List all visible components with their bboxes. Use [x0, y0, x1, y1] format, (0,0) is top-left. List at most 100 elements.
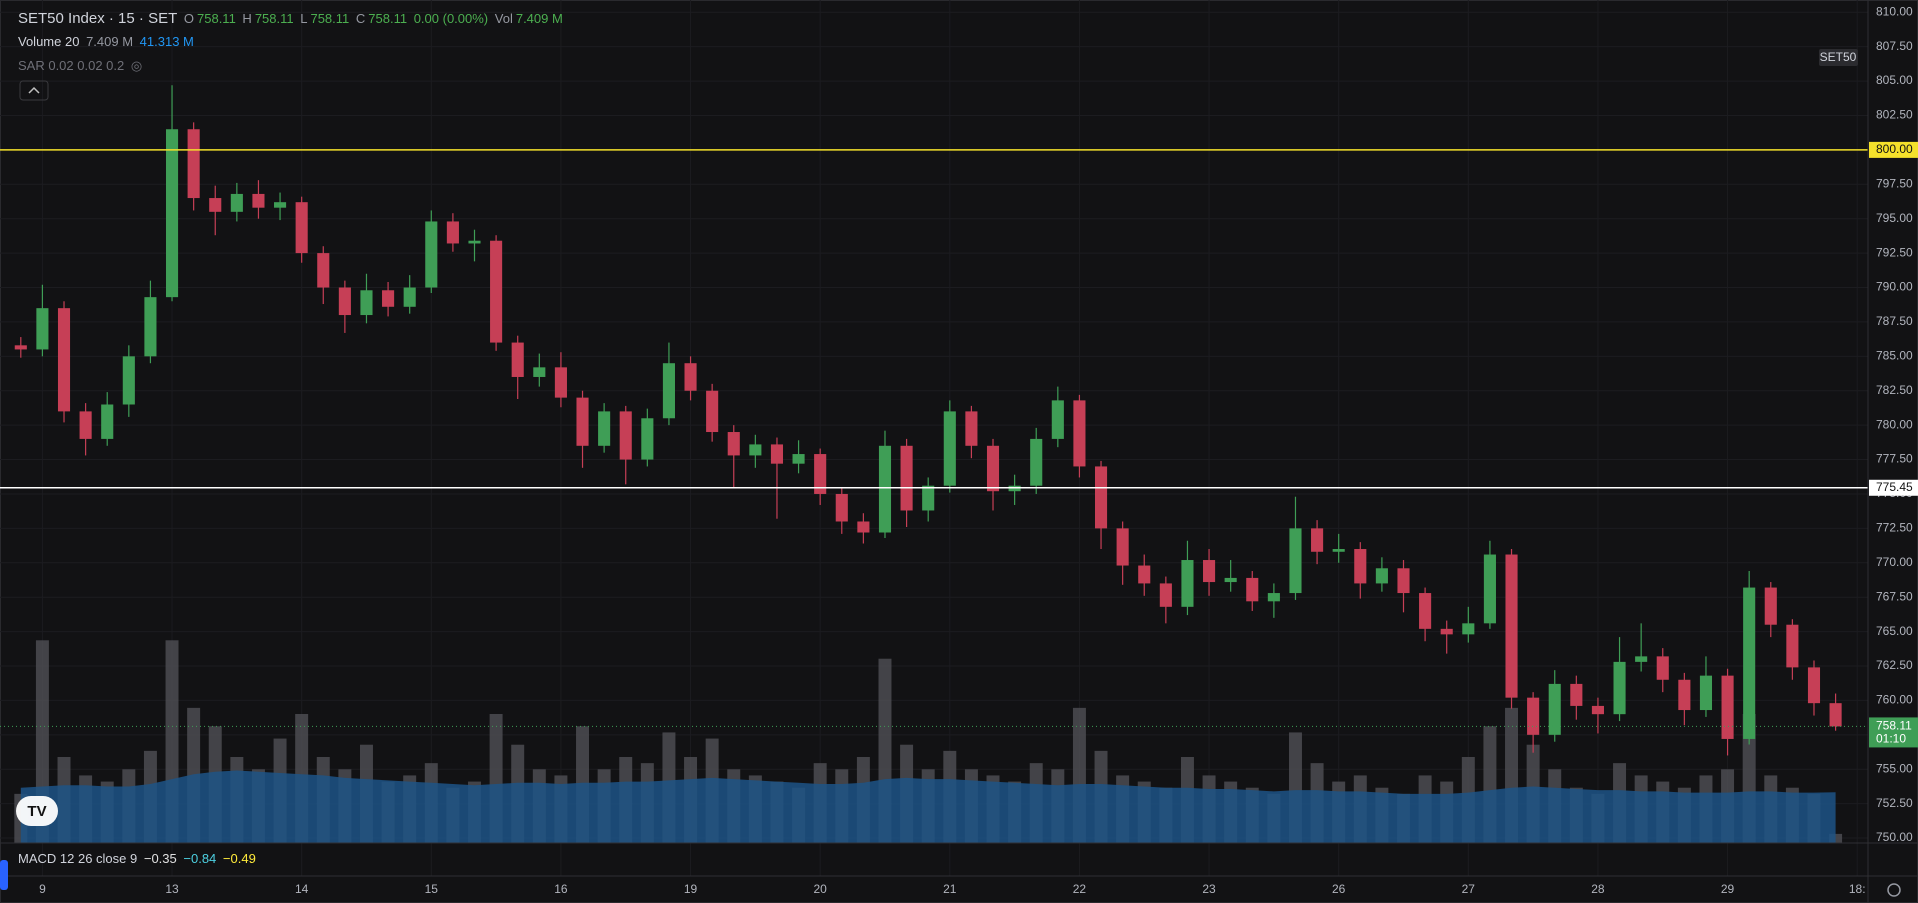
candle-body: [706, 390, 719, 433]
candle-body: [1332, 549, 1345, 552]
candle-body: [1267, 593, 1280, 602]
candle-body: [490, 240, 503, 343]
candle-body: [662, 363, 675, 419]
hidden-icon[interactable]: ◎: [130, 58, 143, 73]
candle-body: [598, 411, 611, 446]
y-tick-label: 792.50: [1876, 245, 1913, 259]
candle-body: [1743, 587, 1756, 739]
candle-body: [1030, 438, 1043, 486]
candle-body: [338, 287, 351, 316]
macd-legend: MACD 12 26 close 9 −0.35 −0.84 −0.49: [18, 851, 259, 866]
candle-body: [1203, 560, 1216, 583]
candle-body: [1181, 560, 1194, 607]
candle-body: [792, 454, 805, 464]
candle-body: [1786, 624, 1799, 668]
y-tick-label: 795.00: [1876, 211, 1913, 225]
y-tick-label: 752.50: [1876, 796, 1913, 810]
collapse-button[interactable]: [19, 80, 49, 101]
x-tick-label: 26: [1332, 882, 1346, 896]
last-price-badge-bg: [1869, 717, 1918, 748]
indicator-name: SAR 0.02 0.02 0.2: [18, 58, 125, 73]
y-tick-label: 790.00: [1876, 280, 1913, 294]
y-tick-label: 782.50: [1876, 383, 1913, 397]
y-tick-label: 750.00: [1876, 830, 1913, 844]
y-tick-label: 770.00: [1876, 555, 1913, 569]
symbol-title: SET50 Index · 15 · SET: [18, 10, 178, 27]
pane-handle[interactable]: [0, 860, 8, 890]
candle-body: [1419, 593, 1432, 629]
candle-body: [14, 345, 27, 350]
y-tick-label: 777.50: [1876, 452, 1913, 466]
x-tick-label: 28: [1591, 882, 1605, 896]
x-tick-label: 20: [813, 882, 827, 896]
chevron-icon: [28, 86, 40, 94]
macd-value: −0.35: [143, 851, 177, 866]
candle-body: [1440, 628, 1453, 635]
vol-label: Vol: [494, 11, 513, 26]
candle-body: [1570, 683, 1583, 706]
x-tick-label: 21: [943, 882, 957, 896]
candle-body: [57, 308, 71, 412]
candle-body: [101, 404, 114, 439]
price-badge: 800.00: [1876, 142, 1913, 156]
candle-body: [230, 193, 243, 212]
candle-body: [122, 356, 135, 405]
candle-body: [144, 297, 157, 357]
settings-icon[interactable]: [1887, 883, 1901, 897]
candle-body: [446, 221, 459, 244]
y-tick-label: 760.00: [1876, 693, 1913, 707]
candle-body: [1656, 656, 1669, 680]
y-tick-label: 797.50: [1876, 176, 1913, 190]
candle-body: [1699, 675, 1713, 711]
change: 0.00 (0.00%): [413, 11, 489, 26]
volume-pane: [14, 640, 1843, 843]
indicator-name: Volume 20: [18, 34, 80, 49]
candle-body: [878, 445, 892, 533]
candle-body: [1116, 528, 1129, 566]
candle-body: [965, 411, 978, 446]
candle-body: [36, 308, 49, 350]
candle-body: [1678, 679, 1691, 711]
ohlc-label: H: [242, 11, 252, 26]
macd-value: −0.84: [183, 851, 217, 866]
price-badge: 775.45: [1876, 480, 1913, 494]
logo: TV: [27, 803, 46, 820]
candle-body: [1051, 400, 1064, 439]
candle-body: [1721, 675, 1734, 739]
symbol-legend: SET50 Index · 15 · SET O 758.11 H 758.11 L…: [18, 10, 566, 27]
candle-body: [1764, 587, 1777, 625]
candle-body: [1224, 577, 1237, 583]
candle-body: [1159, 583, 1172, 607]
candle-body: [1613, 661, 1626, 715]
candle-body: [641, 418, 654, 460]
candle-body: [943, 411, 956, 486]
y-tick-label: 785.00: [1876, 349, 1913, 363]
candle-body: [684, 363, 697, 391]
candle-body: [1527, 697, 1540, 735]
x-tick-label: 14: [295, 882, 309, 896]
indicator-value: 41.313 M: [139, 34, 194, 49]
y-tick-label: 762.50: [1876, 658, 1913, 672]
x-tick-label: 23: [1202, 882, 1216, 896]
candle-body: [835, 493, 848, 522]
macd-value: −0.49: [222, 851, 256, 866]
x-tick-label: 18:: [1849, 882, 1866, 896]
candle-body: [1397, 568, 1410, 594]
candle-body: [468, 240, 481, 244]
candle-body: [403, 287, 416, 307]
ohlc-label: C: [355, 11, 366, 26]
candle-body: [1505, 554, 1518, 698]
y-tick-label: 805.00: [1876, 73, 1913, 87]
candle-body: [814, 454, 827, 494]
ohlc-label: O: [183, 11, 194, 26]
candle-body: [1138, 565, 1151, 584]
ohlc-value: 758.11: [197, 11, 236, 26]
candle-body: [1548, 683, 1561, 735]
volume-legend: Volume 20 7.409 M 41.313 M: [18, 34, 197, 49]
candle-body: [857, 521, 870, 533]
candles: [14, 85, 1842, 756]
candle-body: [1375, 568, 1388, 584]
candle-body: [165, 129, 179, 298]
